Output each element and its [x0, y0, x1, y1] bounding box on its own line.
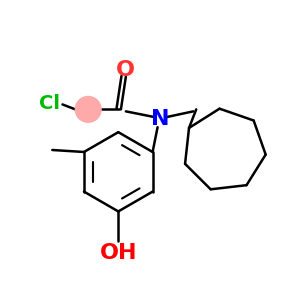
Circle shape: [75, 97, 101, 122]
Text: OH: OH: [100, 243, 137, 263]
Text: O: O: [116, 60, 135, 80]
Text: N: N: [151, 109, 170, 129]
Text: Cl: Cl: [39, 94, 60, 113]
